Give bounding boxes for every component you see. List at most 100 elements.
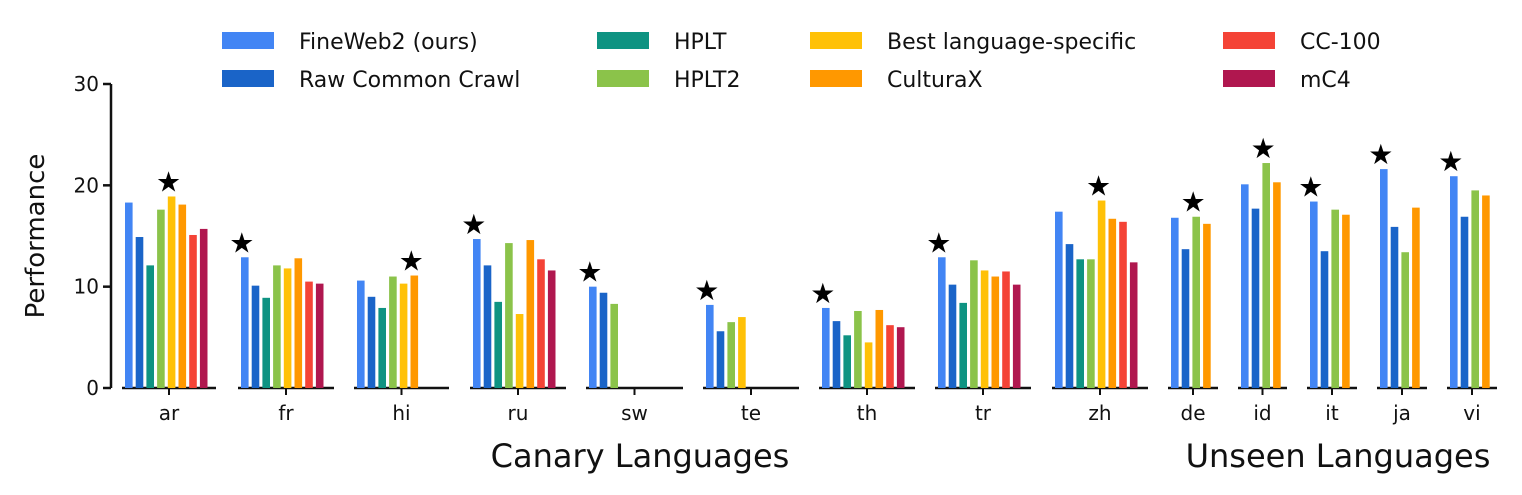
- bar-ar-2: [146, 265, 154, 388]
- y-axis-label: Performance: [21, 154, 51, 319]
- bar-tr-0: [938, 257, 946, 388]
- best-star-marker-th: ★: [810, 277, 835, 310]
- best-star-marker-it: ★: [1298, 171, 1323, 204]
- bar-fr-4: [283, 268, 292, 388]
- x-tick-label-ar: ar: [159, 401, 180, 425]
- best-star-marker-zh: ★: [1086, 170, 1111, 203]
- bar-te-3: [727, 322, 735, 388]
- bar-fr-6: [305, 281, 313, 388]
- bar-tr-6: [1002, 271, 1010, 388]
- bar-vi-1: [1460, 216, 1469, 388]
- bar-id-1: [1251, 208, 1260, 388]
- legend-swatch-5: [810, 70, 862, 87]
- bar-ar-6: [189, 234, 197, 388]
- bar-ru-5: [526, 240, 535, 388]
- bar-ru-0: [473, 239, 481, 388]
- bar-de-1: [1181, 249, 1190, 388]
- bar-ja-3: [1401, 252, 1409, 388]
- y-tick-label: 20: [74, 173, 99, 197]
- x-tick-label-ja: ja: [1392, 401, 1411, 425]
- bar-fr-0: [241, 257, 249, 388]
- bar-fr-5: [294, 258, 303, 388]
- bar-ar-0: [125, 202, 133, 388]
- legend-swatch-2: [597, 32, 649, 49]
- bar-ja-0: [1380, 169, 1388, 388]
- bar-th-7: [896, 327, 905, 388]
- y-tick-label: 30: [74, 72, 99, 96]
- bar-th-1: [832, 321, 841, 388]
- x-tick-label-tr: tr: [975, 401, 992, 425]
- best-star-marker-ja: ★: [1368, 138, 1393, 171]
- best-star-marker-de: ★: [1181, 186, 1206, 219]
- bar-tr-4: [980, 270, 989, 388]
- bar-te-4: [738, 317, 746, 388]
- bar-vi-5: [1482, 195, 1490, 388]
- legend-label-3: HPLT2: [674, 68, 740, 93]
- x-tick-label-sw: sw: [621, 401, 648, 425]
- best-star-marker-sw: ★: [577, 256, 602, 289]
- bar-fr-7: [315, 283, 324, 388]
- x-tick-label-vi: vi: [1463, 401, 1480, 425]
- bar-zh-6: [1119, 221, 1127, 388]
- x-tick-label-it: it: [1325, 401, 1339, 425]
- bar-ar-4: [167, 196, 176, 388]
- bar-ja-5: [1412, 207, 1420, 388]
- legend-swatch-1: [222, 70, 274, 87]
- bar-tr-2: [959, 302, 967, 388]
- bar-hi-0: [357, 280, 365, 388]
- best-star-marker-fr: ★: [229, 226, 254, 259]
- bar-de-3: [1192, 216, 1200, 388]
- x-tick-label-zh: zh: [1088, 401, 1111, 425]
- bar-hi-4: [399, 283, 408, 388]
- x-tick-label-th: th: [857, 401, 878, 425]
- best-star-marker-tr: ★: [926, 226, 951, 259]
- bar-id-0: [1241, 184, 1249, 388]
- bar-th-0: [822, 307, 830, 388]
- bar-fr-3: [273, 265, 281, 388]
- bar-ru-4: [515, 314, 524, 388]
- bar-vi-3: [1471, 190, 1479, 388]
- legend-swatch-3: [597, 70, 649, 87]
- bar-hi-2: [378, 307, 386, 388]
- bar-te-0: [706, 304, 714, 388]
- bar-ru-7: [547, 270, 556, 388]
- bar-hi-5: [410, 275, 419, 388]
- bar-it-5: [1342, 214, 1350, 388]
- bar-ru-6: [537, 259, 545, 388]
- bar-sw-0: [589, 286, 597, 388]
- bar-de-0: [1171, 217, 1179, 388]
- legend-swatch-7: [1223, 70, 1275, 87]
- bar-zh-2: [1076, 259, 1084, 388]
- bar-it-3: [1331, 209, 1339, 388]
- bar-it-1: [1320, 251, 1329, 388]
- bar-sw-3: [610, 303, 618, 388]
- bar-ru-3: [505, 243, 513, 388]
- bar-ru-2: [494, 301, 502, 388]
- bar-id-3: [1262, 163, 1270, 388]
- bar-zh-0: [1055, 211, 1063, 388]
- legend-swatch-4: [810, 32, 862, 49]
- legend-label-5: CulturaX: [887, 68, 983, 93]
- bar-ar-5: [178, 204, 187, 388]
- bar-zh-5: [1108, 218, 1117, 388]
- legend-label-0: FineWeb2 (ours): [299, 30, 478, 55]
- bar-ar-1: [135, 237, 144, 388]
- bar-fr-1: [251, 285, 260, 388]
- bar-fr-2: [262, 297, 270, 388]
- legend-swatch-0: [222, 32, 274, 49]
- best-star-marker-hi: ★: [399, 245, 424, 278]
- best-star-marker-ru: ★: [461, 208, 486, 241]
- legend-label-2: HPLT: [674, 30, 727, 55]
- x-tick-label-ru: ru: [508, 401, 529, 425]
- bar-tr-7: [1012, 284, 1021, 388]
- legend-swatch-6: [1223, 32, 1275, 49]
- group-title-1: Unseen Languages: [1186, 437, 1491, 475]
- best-star-marker-vi: ★: [1438, 145, 1463, 178]
- legend-label-6: CC-100: [1300, 30, 1381, 55]
- bar-tr-3: [970, 260, 978, 388]
- legend-label-4: Best language-specific: [887, 30, 1136, 55]
- group-title-0: Canary Languages: [491, 437, 790, 475]
- bar-tr-1: [948, 284, 957, 388]
- bar-zh-7: [1129, 262, 1138, 388]
